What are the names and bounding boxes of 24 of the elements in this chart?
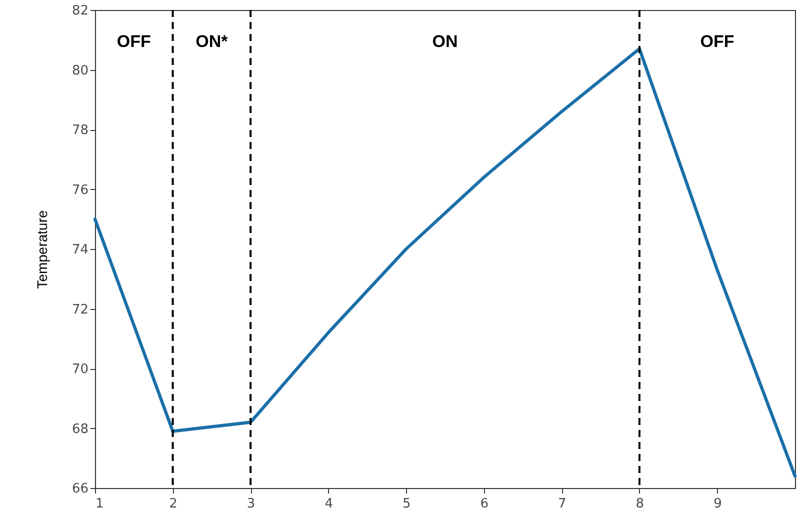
y-tick-label: 76 [72,182,88,198]
annotation: ON [432,32,458,51]
y-tick-label: 70 [72,362,88,377]
line-series [93,47,797,478]
y-tick-label: 80 [72,63,88,78]
x-tick-label: 3 [246,496,256,512]
x-tick-label: 4 [324,496,333,512]
x-tick-label: 1 [96,496,104,512]
y-tick-label: 72 [72,302,88,318]
annotation: ON* [196,32,228,51]
x-tick-label: 2 [169,496,178,512]
y-tick-label: 82 [72,4,88,18]
annotation: OFF [700,32,734,51]
x-tick-label: 5 [402,496,411,512]
y-axis-title: Temperature [34,210,50,289]
x-tick-label: 7 [558,496,566,512]
x-tick-label: 9 [714,496,722,512]
x-tick-label: 6 [480,496,489,512]
y-tick-label: 66 [72,482,88,496]
annotation: OFF [116,32,151,51]
y-tick-label: 78 [72,123,88,138]
x-tick-label: 8 [636,496,644,512]
y-tick-label: 68 [72,422,88,437]
y-tick-label: 74 [72,242,88,258]
